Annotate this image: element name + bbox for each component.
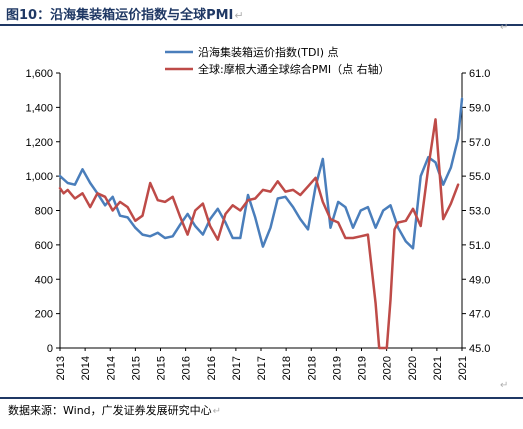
x-tick-label: 2020 (407, 356, 419, 380)
x-tick-label: 2018 (281, 356, 293, 380)
x-tick-label: 2014 (80, 356, 92, 380)
series-line-pmi (58, 118, 460, 350)
right-tick-label: 45.0 (469, 343, 490, 355)
left-tick-label: 0 (47, 343, 53, 355)
right-tick-label: 57.0 (469, 137, 490, 149)
source-note: 数据来源：Wind，广发证券发展研究中心↵ (8, 404, 222, 417)
paragraph-mark-icon: ↵ (212, 406, 222, 417)
left-tick-label: 1,400 (25, 102, 53, 114)
right-tick-label: 53.0 (469, 206, 490, 218)
series-line-tdi (58, 97, 464, 250)
legend-label: 沿海集装箱运价指数(TDI) 点 (198, 45, 339, 59)
right-tick-label: 61.0 (469, 68, 490, 80)
title-divider (0, 24, 523, 26)
chart-axes: 0 200 400 600 800 1,000 1,200 1,400 1,600 45.0 47.… (25, 68, 490, 380)
x-tick-label: 2014 (105, 356, 117, 380)
x-tick-label: 2013 (55, 356, 67, 380)
left-tick-label: 400 (35, 274, 53, 286)
right-tick-label: 55.0 (469, 171, 490, 183)
chart-legend: 沿海集装箱运价指数(TDI) 点全球:摩根大通全球综合PMI（点 右轴） (165, 45, 390, 76)
x-tick-label: 2017 (256, 356, 268, 380)
right-tick-label: 51.0 (469, 240, 490, 252)
chart-series (58, 97, 464, 350)
x-tick-label: 2020 (382, 356, 394, 380)
figure-title: 图10：沿海集装箱运价指数与全球PMI↵ (6, 8, 244, 23)
x-tick-label: 2017 (231, 356, 243, 380)
x-tick-label: 2019 (357, 356, 369, 380)
right-tick-label: 49.0 (469, 274, 490, 286)
left-tick-label: 600 (35, 240, 53, 252)
x-tick-label: 2016 (181, 356, 193, 380)
left-tick-label: 800 (35, 206, 53, 218)
right-tick-label: 47.0 (469, 309, 490, 321)
return-arrow-icon: ↵ (500, 22, 509, 33)
x-tick-label: 2019 (331, 356, 343, 380)
return-arrow-icon: ↵ (500, 380, 509, 391)
x-tick-label: 2015 (130, 356, 142, 380)
x-tick-label: 2015 (156, 356, 168, 380)
right-tick-label: 59.0 (469, 102, 490, 114)
source-divider (0, 397, 523, 399)
left-tick-label: 1,000 (25, 171, 53, 183)
legend-label: 全球:摩根大通全球综合PMI（点 右轴） (198, 62, 390, 76)
left-tick-label: 200 (35, 309, 53, 321)
x-tick-label: 2021 (432, 356, 444, 380)
x-tick-label: 2018 (306, 356, 318, 380)
paragraph-mark-icon: ↵ (234, 9, 244, 22)
x-tick-label: 2016 (206, 356, 218, 380)
left-tick-label: 1,600 (25, 68, 53, 80)
left-tick-label: 1,200 (25, 137, 53, 149)
x-tick-label: 2021 (457, 356, 469, 380)
